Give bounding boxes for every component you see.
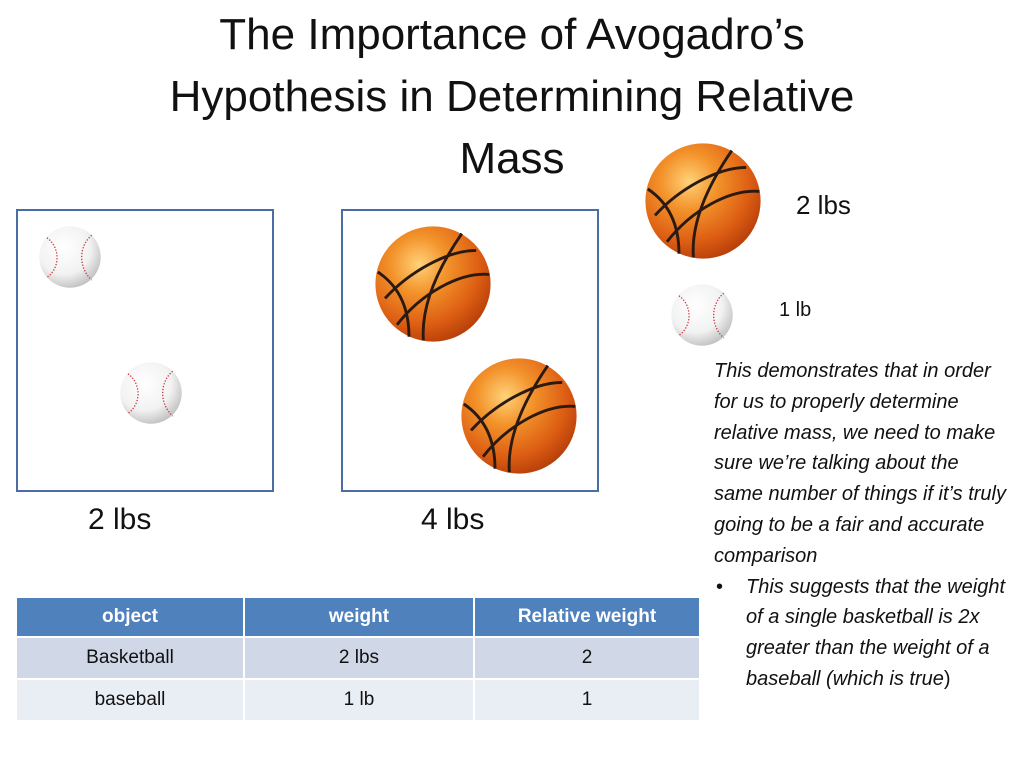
column-header-object: object	[17, 598, 245, 637]
column-header-weight: weight	[244, 598, 475, 637]
table-cell: Basketball	[17, 636, 245, 679]
basketball-icon	[643, 141, 763, 261]
bullet-icon: •	[716, 575, 724, 598]
title-line-2: Hypothesis in Determining Relative	[169, 72, 855, 121]
basketball-icon	[459, 356, 579, 476]
bullet-text: This suggests that the weight of a singl…	[746, 575, 1006, 690]
table-cell: baseball	[17, 678, 245, 720]
basketball-weight-label: 2 lbs	[796, 190, 851, 220]
baseball-icon	[38, 225, 102, 289]
table-header-row: object weight Relative weight	[17, 598, 699, 637]
table-cell: 1	[474, 678, 699, 720]
slide-title: The Importance of Avogadro’s Hypothesis …	[60, 4, 964, 190]
title-line-1: The Importance of Avogadro’s	[219, 10, 805, 59]
explanation-text: This demonstrates that in order for us t…	[714, 356, 1006, 695]
table-row: Basketball 2 lbs 2	[17, 636, 699, 679]
baseball-weight-label: 1 lb	[779, 299, 812, 321]
relative-weight-table: object weight Relative weight Basketball…	[17, 598, 699, 720]
baseball-icon	[670, 283, 734, 347]
table-row: baseball 1 lb 1	[17, 678, 699, 720]
table-cell: 1 lb	[244, 678, 475, 720]
title-line-3: Mass	[459, 134, 565, 183]
table-cell: 2 lbs	[244, 636, 475, 679]
bullet-text-end: )	[943, 667, 951, 690]
basketball-box-caption: 4 lbs	[421, 503, 485, 536]
baseball-box-caption: 2 lbs	[88, 503, 152, 536]
explanation-bullet: • This suggests that the weight of a sing…	[714, 572, 1006, 695]
table-cell: 2	[474, 636, 699, 679]
column-header-relative-weight: Relative weight	[474, 598, 699, 637]
explanation-paragraph: This demonstrates that in order for us t…	[714, 360, 1006, 567]
basketball-icon	[373, 224, 493, 344]
baseball-icon	[119, 361, 183, 425]
